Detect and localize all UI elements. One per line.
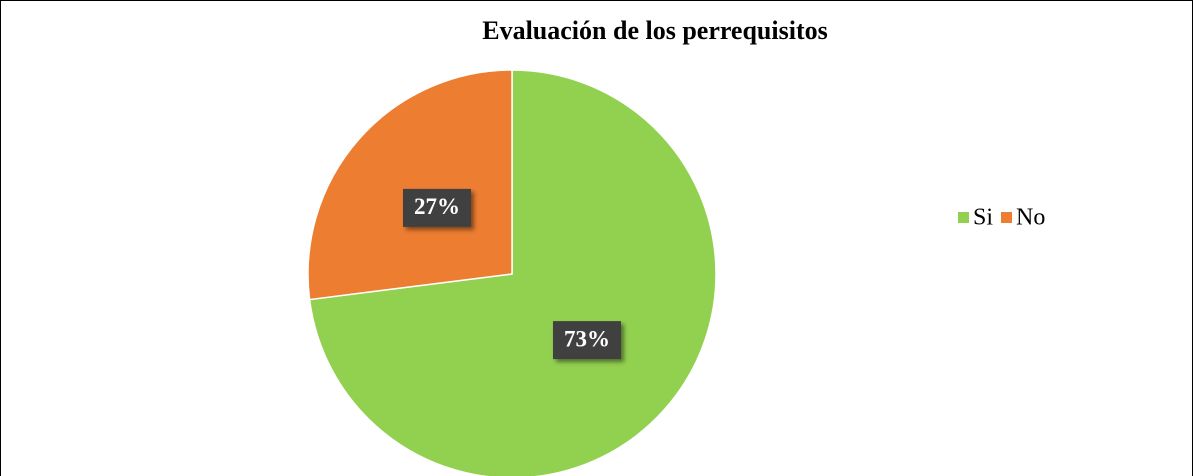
legend: Si No [958, 205, 1045, 231]
pie-slice [307, 69, 513, 301]
legend-swatch [1001, 212, 1013, 223]
data-label-box [403, 188, 472, 227]
pie [307, 69, 717, 476]
data-labels: 73% 27% [403, 188, 621, 360]
data-label-box [552, 321, 621, 360]
pie-slice [308, 69, 717, 476]
legend-label: Si [973, 205, 993, 231]
legend-label: No [1016, 205, 1045, 231]
data-label: 27% [414, 194, 460, 219]
legend-swatch [958, 212, 969, 223]
data-label: 73% [564, 326, 610, 351]
chart-title: Evaluación de los perrequisitos [482, 16, 828, 45]
